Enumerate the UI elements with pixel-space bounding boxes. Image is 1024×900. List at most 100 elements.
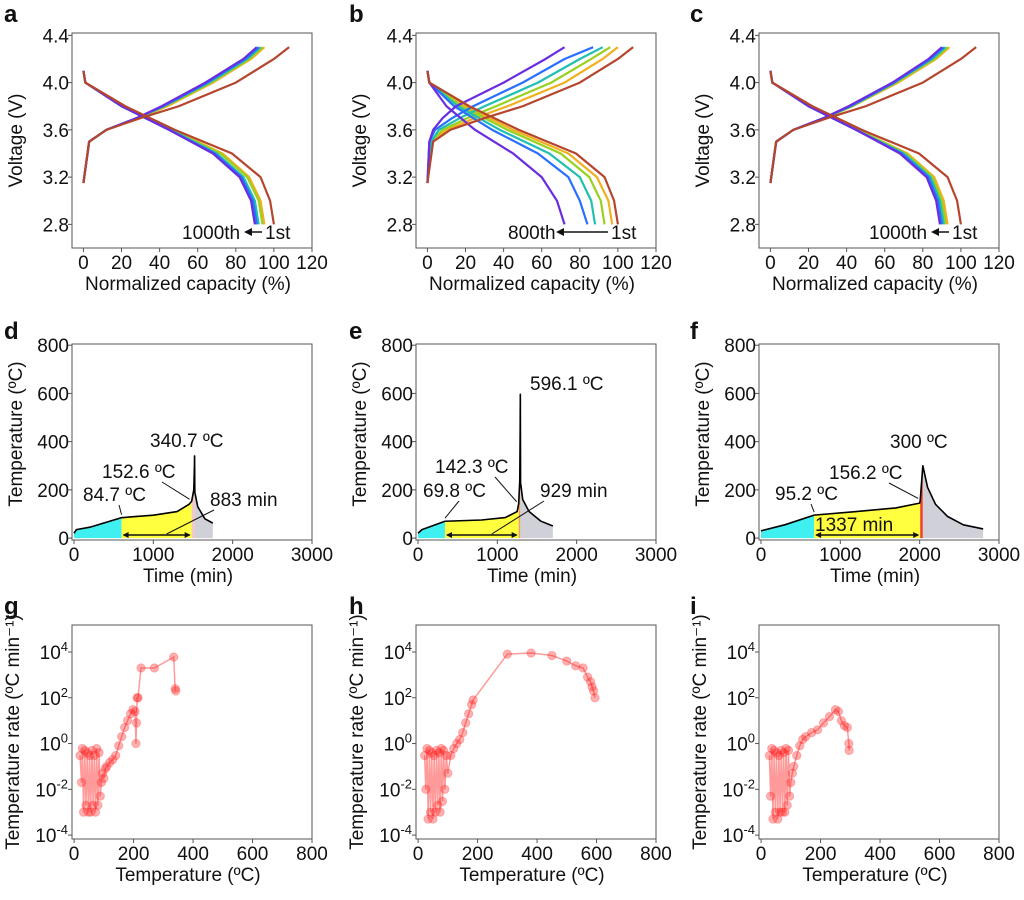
data-point — [775, 807, 785, 817]
data-point — [105, 757, 115, 768]
x-tick-label: 40 — [493, 253, 514, 274]
arrow-head-icon — [511, 532, 518, 538]
y-tick-label: 10-4 — [35, 822, 68, 847]
x-tick-label: 80 — [569, 253, 590, 274]
data-point — [97, 768, 108, 779]
x-tick-label: 80 — [912, 253, 933, 274]
data-point — [792, 750, 802, 761]
discharge-curve — [769, 70, 943, 225]
data-point — [88, 800, 98, 811]
tick-exponent: 2 — [748, 685, 755, 700]
tick-exponent: -4 — [400, 822, 412, 837]
tick-exponent: 0 — [405, 731, 412, 746]
data-point — [422, 743, 432, 754]
tick-base: 10 — [40, 735, 61, 756]
onset-arrow — [444, 500, 460, 519]
y-tick-label: 0 — [745, 529, 756, 550]
x-tick-label: 200 — [805, 844, 837, 865]
data-point — [419, 750, 430, 761]
x-tick-label: 800 — [640, 844, 672, 865]
x-tick-label: 600 — [237, 844, 269, 865]
discharge-curve — [769, 70, 962, 225]
data-point — [773, 814, 783, 824]
y-axis-label: Temperature rate (ºC min⁻¹) — [347, 614, 368, 850]
data-point — [81, 800, 91, 811]
plot-area — [760, 464, 984, 539]
data-point — [767, 743, 777, 754]
x-axis-label: Temperature (ºC) — [802, 865, 947, 886]
tick-exponent: -4 — [743, 822, 755, 837]
data-point — [94, 747, 104, 758]
charge-curve — [82, 46, 264, 184]
x-tick-label: 0 — [78, 253, 89, 274]
x-tick-label: 600 — [581, 844, 613, 865]
x-tick-label: 0 — [69, 844, 80, 865]
arrow-head-icon — [556, 228, 564, 236]
arrow-head-icon — [244, 228, 252, 236]
data-point — [111, 750, 121, 761]
data-point — [437, 796, 448, 806]
panel-letter: g — [4, 593, 19, 620]
data-point — [171, 686, 181, 696]
y-tick-label: 0 — [402, 529, 413, 550]
data-point — [590, 693, 600, 703]
discharge-curve — [82, 70, 258, 225]
plot-frame — [71, 624, 313, 840]
x-tick-label: 20 — [798, 253, 819, 274]
data-point — [102, 761, 112, 772]
y-tick-label: 4.4 — [387, 26, 414, 47]
stage-region — [922, 465, 984, 539]
data-point — [764, 750, 775, 761]
data-point — [463, 709, 474, 719]
x-axis-label: Temperature (ºC) — [459, 865, 604, 886]
y-tick-label: 400 — [37, 433, 69, 454]
charge-curve — [426, 46, 634, 184]
x-tick-label: 40 — [836, 253, 857, 274]
data-point — [78, 807, 89, 817]
data-point — [76, 777, 87, 788]
x-tick-label: 2000 — [212, 545, 254, 566]
y-tick-label: 800 — [37, 336, 69, 357]
last-cycle-label: 1000th — [182, 223, 240, 244]
data-point — [128, 705, 138, 715]
panel-g: g0 200 400 600 80010-410-2100102104Temperatu… — [3, 593, 328, 886]
plot-frame — [415, 32, 657, 249]
runaway-temperature-label: 156.2 ºC — [829, 463, 903, 484]
y-tick-label: 200 — [381, 481, 413, 502]
y-tick-label: 102 — [384, 685, 412, 710]
charge-curve — [426, 46, 611, 184]
data-point — [443, 768, 453, 779]
data-point — [844, 745, 854, 756]
discharge-curve — [426, 70, 619, 225]
data-point — [526, 648, 536, 658]
data-point — [588, 686, 599, 696]
data-point — [131, 738, 141, 749]
stage-region — [121, 501, 192, 539]
x-tick-label: 60 — [874, 253, 895, 274]
plot-frame — [758, 32, 1000, 249]
y-tick-label: 2.8 — [730, 215, 756, 236]
x-tick-label: 400 — [521, 844, 553, 865]
tick-exponent: 2 — [405, 685, 412, 700]
x-tick-label: 1000 — [819, 545, 861, 566]
y-axis-label: Temperature rate (ºC min⁻¹) — [3, 614, 24, 850]
data-point — [460, 718, 471, 728]
y-tick-label: 4.4 — [43, 26, 70, 47]
x-tick-label: 1000 — [476, 545, 518, 566]
tick-exponent: 4 — [61, 639, 68, 654]
data-point — [423, 814, 433, 824]
x-tick-label: 3000 — [978, 545, 1020, 566]
first-cycle-label: 1st — [611, 223, 637, 244]
discharge-curve — [82, 70, 264, 225]
tick-base: 10 — [35, 826, 56, 847]
data-point — [457, 727, 468, 738]
data-point — [430, 807, 441, 817]
x-tick-label: 2000 — [899, 545, 941, 566]
x-tick-label: 200 — [462, 844, 494, 865]
panel-letter: d — [4, 318, 19, 345]
y-tick-label: 600 — [724, 384, 756, 405]
x-axis-label: Time (min) — [487, 566, 577, 587]
data-point — [774, 750, 784, 761]
data-point — [136, 663, 146, 673]
